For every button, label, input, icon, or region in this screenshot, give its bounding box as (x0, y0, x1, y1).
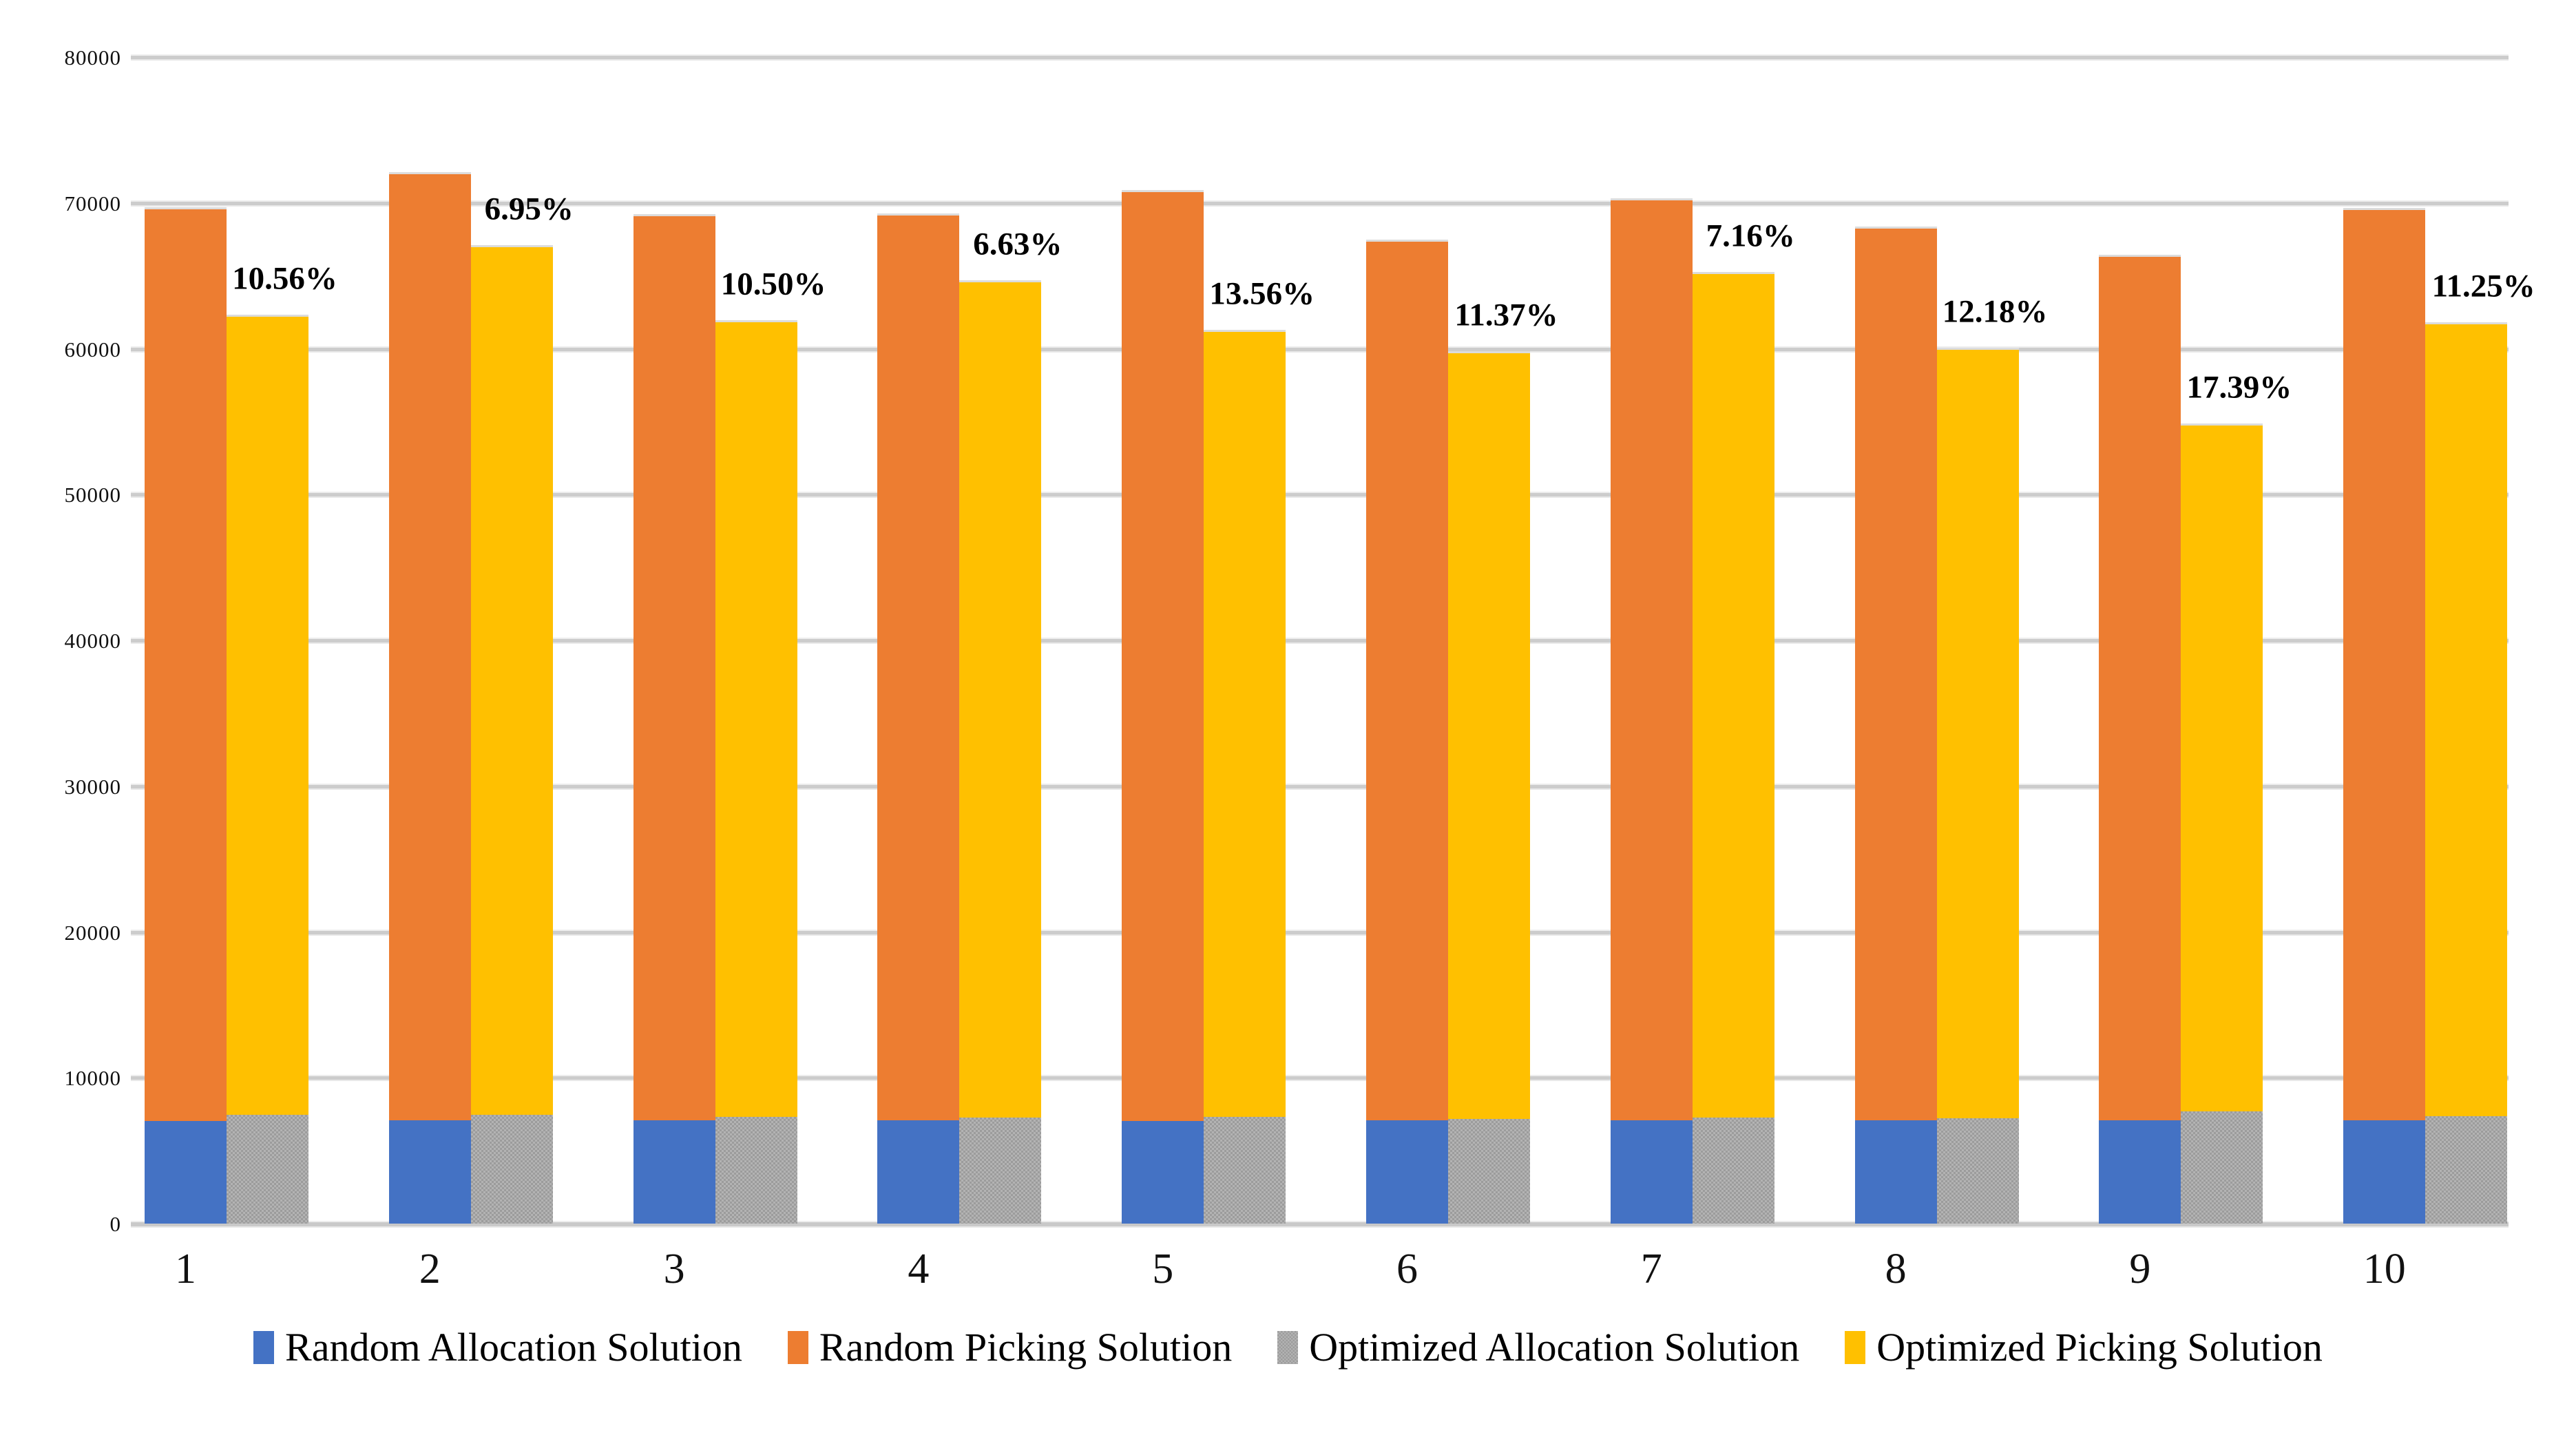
bar-segment-optimized-picking-solution (2425, 322, 2508, 1117)
bar-segment-optimized-allocation-solution (1448, 1119, 1530, 1224)
percent-label: 17.39% (2186, 369, 2292, 406)
gridline (131, 347, 2509, 351)
legend-item: Optimized Allocation Solution (1277, 1328, 1799, 1368)
gridline (131, 784, 2509, 788)
y-tick-label: 0 (109, 1212, 121, 1236)
bar-segment-random-picking-solution (1366, 239, 1448, 1121)
bar-segment-random-picking-solution (633, 213, 715, 1120)
bar-segment-optimized-picking-solution (715, 319, 797, 1117)
bar-segment-optimized-picking-solution (2181, 423, 2263, 1111)
bar-segment-random-picking-solution (1122, 189, 1204, 1121)
legend-label: Optimized Allocation Solution (1309, 1325, 1800, 1370)
y-tick-label: 80000 (64, 45, 121, 70)
gridline (131, 1076, 2509, 1080)
bar-segment-random-picking-solution (145, 207, 227, 1121)
bar-segment-random-picking-solution (877, 213, 960, 1120)
legend-item: Random Picking Solution (787, 1325, 1233, 1370)
bar-segment-random-allocation-solution (2343, 1120, 2426, 1224)
bar-segment-random-allocation-solution (1122, 1120, 1204, 1224)
bar-segment-random-allocation-solution (1610, 1120, 1693, 1224)
x-tick-label: 5 (1152, 1246, 1174, 1292)
bar-segment-optimized-allocation-solution (1204, 1116, 1286, 1224)
bar-segment-random-picking-solution (388, 172, 471, 1120)
gridline (131, 201, 2509, 205)
x-tick-label: 4 (908, 1246, 930, 1292)
y-tick-label: 10000 (64, 1066, 121, 1091)
bar-segment-random-allocation-solution (388, 1120, 471, 1224)
x-tick-label: 8 (1885, 1246, 1907, 1292)
bar-segment-optimized-picking-solution (959, 280, 1042, 1118)
bar-segment-optimized-allocation-solution (470, 1115, 553, 1224)
y-tick-label: 40000 (64, 629, 121, 653)
y-tick-label: 30000 (64, 774, 121, 799)
x-tick-label: 3 (663, 1246, 685, 1292)
legend-item: Optimized Picking Solution (1845, 1328, 2323, 1368)
bar-segment-optimized-picking-solution (1204, 330, 1286, 1117)
x-tick-label: 7 (1640, 1246, 1662, 1292)
percent-label: 10.56% (232, 260, 337, 297)
percent-label: 10.50% (720, 266, 826, 302)
legend-marker-random-picking-solution (787, 1331, 808, 1364)
bar-segment-optimized-allocation-solution (2181, 1111, 2263, 1224)
percent-label: 11.37% (1454, 297, 1558, 333)
x-tick-label: 2 (419, 1246, 441, 1292)
legend-label: Optimized Picking Solution (1876, 1325, 2323, 1370)
gridline (131, 493, 2509, 497)
x-tick-label: 6 (1396, 1246, 1418, 1292)
bar-segment-optimized-allocation-solution (2425, 1116, 2508, 1224)
bar-segment-optimized-allocation-solution (1936, 1118, 2019, 1224)
y-tick-label: 60000 (64, 337, 121, 362)
y-tick-label: 20000 (64, 920, 121, 945)
percent-label: 7.16% (1706, 218, 1795, 254)
legend-item: Random Allocation Solution (253, 1328, 742, 1368)
legend-label: Random Allocation Solution (285, 1325, 742, 1370)
bar-segment-random-picking-solution (2099, 254, 2181, 1121)
gridline (131, 639, 2509, 642)
gridline (131, 56, 2509, 59)
bar-segment-random-allocation-solution (877, 1120, 960, 1224)
bar-segment-optimized-picking-solution (1936, 348, 2019, 1119)
bar-segment-optimized-picking-solution (1692, 271, 1774, 1118)
bar-segment-random-allocation-solution (1366, 1120, 1448, 1224)
legend-marker-optimized-picking-solution (1845, 1331, 1866, 1364)
bar-segment-random-allocation-solution (145, 1120, 227, 1224)
legend: Random Allocation Solution Random Picking… (0, 1328, 2576, 1368)
bar-segment-optimized-allocation-solution (227, 1115, 308, 1224)
bar-segment-random-allocation-solution (1854, 1120, 1937, 1224)
bar-segment-optimized-picking-solution (1448, 351, 1530, 1120)
bar-segment-random-allocation-solution (2099, 1120, 2181, 1224)
x-tick-label: 10 (2363, 1246, 2406, 1292)
bar-segment-optimized-picking-solution (227, 314, 308, 1115)
percent-label: 12.18% (1942, 293, 2048, 330)
bar-segment-random-allocation-solution (633, 1120, 715, 1224)
bar-segment-optimized-allocation-solution (1692, 1118, 1774, 1224)
x-tick-label: 1 (175, 1246, 196, 1292)
bar-segment-random-picking-solution (1854, 226, 1937, 1121)
percent-label: 11.25% (2431, 268, 2535, 304)
y-tick-label: 70000 (64, 191, 121, 216)
bar-segment-optimized-picking-solution (470, 245, 553, 1115)
percent-label: 6.63% (973, 226, 1062, 262)
y-tick-label: 50000 (64, 483, 121, 507)
legend-marker-random-allocation-solution (253, 1331, 275, 1364)
x-axis-line (131, 1222, 2509, 1226)
x-tick-label: 9 (2129, 1246, 2151, 1292)
percent-label: 13.56% (1209, 275, 1315, 312)
bar-segment-optimized-allocation-solution (959, 1118, 1042, 1224)
bar-segment-optimized-allocation-solution (715, 1116, 797, 1224)
legend-marker-optimized-allocation-solution (1277, 1331, 1299, 1364)
gridline (131, 930, 2509, 934)
percent-label: 6.95% (484, 191, 574, 227)
bar-segment-random-picking-solution (2343, 207, 2426, 1120)
bar-segment-random-picking-solution (1610, 198, 1693, 1121)
legend-label: Random Picking Solution (819, 1325, 1233, 1370)
